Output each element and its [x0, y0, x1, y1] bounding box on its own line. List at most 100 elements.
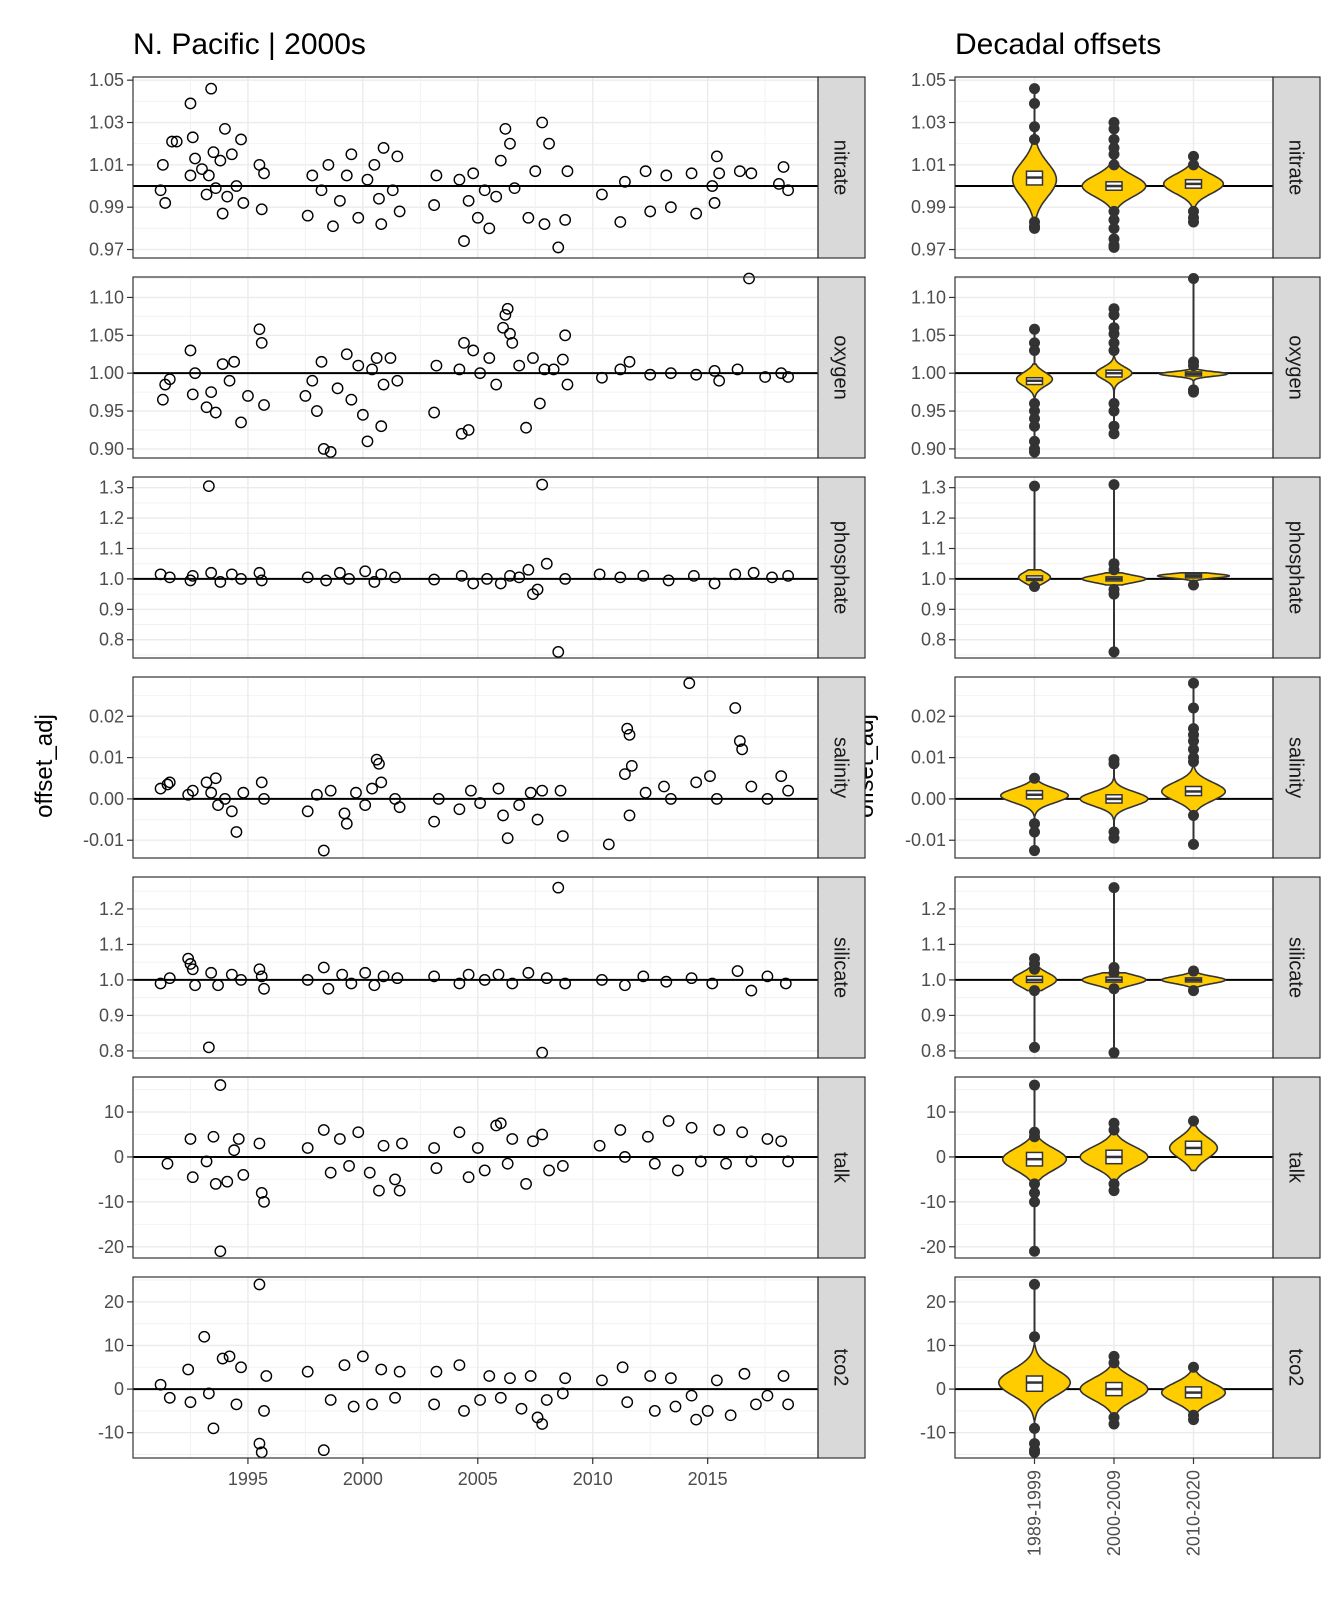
scatter-point — [428, 970, 441, 983]
violin-strip-label-oxygen: oxygen — [1285, 335, 1307, 400]
scatter-point — [690, 207, 703, 220]
scatter-panel-border — [132, 476, 819, 659]
violin-outlier-point — [1029, 826, 1040, 838]
scatter-point — [556, 1387, 569, 1400]
scatter-point — [214, 1079, 227, 1091]
scatter-strip-label-salinity: salinity — [830, 737, 852, 798]
scatter-point — [430, 1162, 443, 1175]
scatter-point — [389, 1173, 401, 1186]
scatter-point — [766, 571, 778, 584]
scatter-y-tick-label: 20 — [104, 1292, 124, 1312]
scatter-point — [453, 363, 466, 376]
scatter-y-tick-label: 0.95 — [89, 401, 124, 421]
scatter-point — [161, 1157, 174, 1170]
scatter-point — [205, 566, 218, 579]
scatter-point — [729, 568, 742, 581]
scatter-point — [506, 1133, 519, 1145]
violin-y-tick-label: 1.0 — [921, 569, 946, 589]
scatter-point — [552, 646, 565, 658]
scatter-point — [232, 1133, 245, 1145]
violin-outlier-point — [1188, 677, 1199, 689]
scatter-point — [214, 154, 227, 167]
violin-outlier-point — [1029, 480, 1040, 492]
scatter-point — [253, 1278, 266, 1291]
violin-y-tick-label: -20 — [920, 1237, 946, 1257]
violin-outlier-point — [1029, 397, 1040, 409]
violin-panel-silicate: 0.8 0.9 1.0 1.1 1.2 silicate — [921, 876, 1321, 1061]
violin-y-tick-label: 1.1 — [921, 934, 946, 954]
scatter-y-tick-label: 0.97 — [89, 240, 124, 260]
scatter-point — [428, 1398, 441, 1411]
violin-y-tick-label: 1.2 — [921, 508, 946, 528]
scatter-point — [462, 424, 475, 436]
violin-outlier-point — [1029, 323, 1040, 335]
scatter-point — [759, 371, 772, 383]
scatter-point — [619, 979, 631, 992]
scatter-point — [733, 735, 746, 747]
scatter-point — [704, 770, 716, 783]
violin-outlier-point — [1108, 967, 1120, 979]
scatter-point — [621, 722, 634, 735]
scatter-point — [731, 965, 744, 977]
scatter-point — [761, 970, 774, 983]
violin-outlier-point — [1108, 397, 1120, 409]
scatter-point — [527, 352, 539, 364]
scatter-point — [430, 359, 443, 372]
scatter-point — [373, 757, 385, 770]
violin-outlier-point — [1188, 965, 1199, 977]
scatter-point — [428, 406, 441, 419]
scatter-point — [340, 817, 353, 830]
scatter-point — [593, 568, 606, 581]
scatter-point — [156, 158, 169, 171]
scatter-point — [687, 569, 700, 582]
scatter-y-tick-label: 1.0 — [99, 970, 124, 990]
scatter-point — [327, 220, 339, 233]
scatter-point — [301, 805, 314, 818]
scatter-point — [320, 574, 332, 587]
scatter-point — [258, 167, 270, 180]
scatter-point — [184, 169, 197, 182]
scatter-point — [356, 408, 369, 421]
violin-outlier-point — [1029, 1446, 1040, 1458]
scatter-point — [529, 165, 542, 178]
scatter-point — [225, 968, 238, 981]
scatter-point — [209, 772, 222, 785]
scatter-y-tick-label: 10 — [104, 1102, 124, 1122]
scatter-y-tick-label: 1.2 — [99, 508, 124, 528]
scatter-point — [370, 352, 383, 364]
scatter-point — [253, 1137, 266, 1150]
scatter-point — [619, 175, 631, 188]
scatter-point — [366, 363, 378, 376]
violin-outlier-point — [1108, 214, 1120, 226]
scatter-point — [430, 1365, 443, 1378]
violin-strip — [1272, 476, 1321, 659]
scatter-point — [315, 355, 328, 368]
scatter-point — [515, 1402, 528, 1415]
scatter-point — [467, 167, 480, 180]
scatter-point — [547, 363, 560, 376]
scatter-panel-border — [132, 876, 819, 1059]
scatter-point — [619, 1151, 631, 1163]
scatter-panel-bg — [133, 677, 818, 858]
scatter-point — [428, 815, 441, 828]
violin-outlier-point — [1029, 963, 1040, 975]
scatter-point — [782, 1155, 795, 1168]
scatter-y-tick-label: -10 — [98, 1192, 124, 1212]
scatter-point — [182, 952, 195, 965]
scatter-point — [366, 782, 378, 795]
scatter-point — [258, 1404, 270, 1417]
scatter-strip-label-phosphate: phosphate — [830, 521, 852, 614]
scatter-point — [333, 194, 346, 207]
scatter-point — [359, 565, 372, 578]
scatter-point — [720, 1157, 732, 1170]
scatter-point — [492, 782, 505, 795]
scatter-point — [782, 1398, 795, 1411]
scatter-point — [235, 1361, 247, 1374]
violin-outlier-point — [1029, 772, 1040, 784]
scatter-point — [205, 786, 218, 799]
scatter-point — [713, 374, 726, 387]
scatter-point — [504, 137, 516, 150]
violin-outlier-point — [1108, 148, 1120, 160]
scatter-point — [315, 184, 328, 197]
scatter-point — [685, 1389, 698, 1402]
